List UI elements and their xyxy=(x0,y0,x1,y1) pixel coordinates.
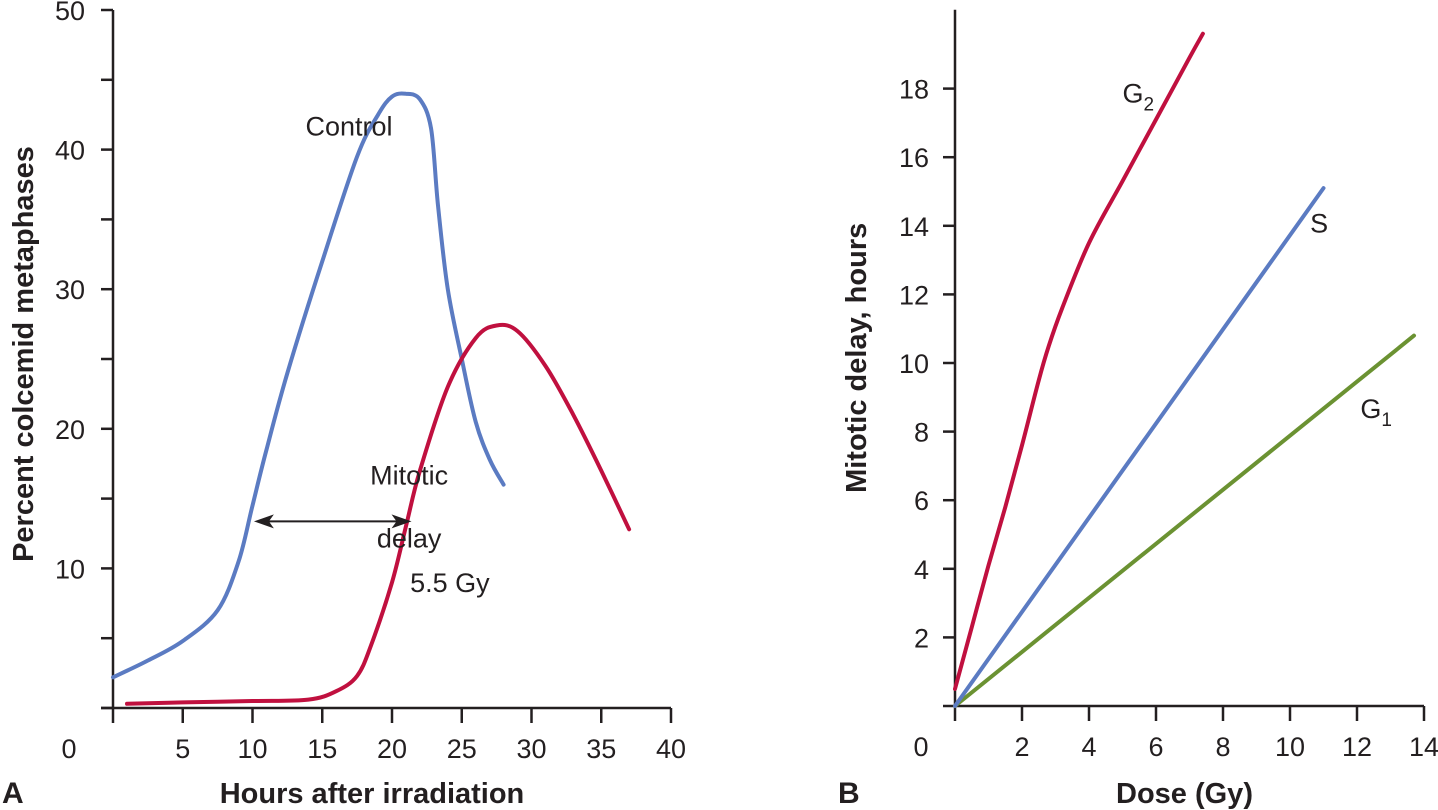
chart-a-annotation: 5.5 Gy xyxy=(410,568,490,598)
chart-b-label-s: S xyxy=(1310,209,1328,239)
chart-a-y-tick-label: 10 xyxy=(55,554,85,584)
chart-b-y-tick-label: 8 xyxy=(914,418,929,448)
chart-a-x-axis-title: Hours after irradiation xyxy=(220,778,525,810)
chart-b-y-tick-label: 2 xyxy=(914,623,929,653)
chart-b-x-tick-label: 14 xyxy=(1409,732,1438,762)
chart-a-y-tick-label: 20 xyxy=(55,415,85,445)
chart-a-x-tick-label: 35 xyxy=(586,734,616,764)
chart-a-x-tick-label: 20 xyxy=(377,734,407,764)
chart-a-y-tick-label: 40 xyxy=(55,136,85,166)
chart-b-y-axis-title: Mitotic delay, hours xyxy=(841,223,873,493)
chart-b: 2 4 6 8 10 12 14 16 18 0 2 4 6 8 10 12 14 G2 S G1 Mitotic… xyxy=(838,9,1438,810)
chart-b-y-tick-label: 14 xyxy=(899,212,929,242)
chart-b-x-axis-title: Dose (Gy) xyxy=(1116,778,1253,810)
chart-a-x-tick-label: 40 xyxy=(656,734,686,764)
chart-b-series-s xyxy=(953,186,1326,708)
chart-a-x-tick-label: 10 xyxy=(237,734,267,764)
chart-b-label-g1: G1 xyxy=(1360,394,1392,431)
chart-b-y-tick-label: 16 xyxy=(899,143,929,173)
chart-a-x-tick-label: 25 xyxy=(447,734,477,764)
chart-b-label-g2: G2 xyxy=(1123,78,1155,115)
panel-letter-b: B xyxy=(838,777,860,810)
chart-a-y-tick-label: 30 xyxy=(55,275,85,305)
chart-a-series-5-5-gy xyxy=(125,322,632,706)
chart-b-x-tick-label: 6 xyxy=(1148,732,1163,762)
chart-a-y-tick-label: 50 xyxy=(55,0,85,26)
chart-b-series-g1 xyxy=(953,333,1416,708)
arrowhead-right-icon xyxy=(391,514,412,529)
chart-b-y-tick-label: 12 xyxy=(899,280,929,310)
panel-letter-a: A xyxy=(2,777,24,810)
chart-b-y-tick-label: 4 xyxy=(914,555,929,585)
chart-a-x-tick-label: 5 xyxy=(175,734,190,764)
chart-b-y-tick-label: 18 xyxy=(899,75,929,105)
chart-a-x-tick-label: 0 xyxy=(61,734,76,764)
chart-a-annotation: delay xyxy=(377,523,442,553)
chart-b-x-tick-label: 4 xyxy=(1081,732,1096,762)
chart-b-x-tick-label: 12 xyxy=(1342,732,1372,762)
arrowhead-left-icon xyxy=(253,514,274,529)
chart-b-x-tick-label: 10 xyxy=(1275,732,1305,762)
chart-a-annotation: Control xyxy=(306,112,393,142)
chart-a-y-axis-title: Percent colcemid metaphases xyxy=(8,146,40,562)
chart-b-x-tick-label: 8 xyxy=(1215,732,1230,762)
chart-a-x-tick-label: 30 xyxy=(516,734,546,764)
chart-a: 10 20 30 40 50 0 5 10 15 20 25 30 35 40 Control Mitot… xyxy=(2,0,686,810)
chart-a-annotation: Mitotic xyxy=(370,461,448,491)
chart-b-y-tick-label: 6 xyxy=(914,486,929,516)
chart-b-series-g2 xyxy=(953,31,1205,691)
chart-b-y-tick-label: 10 xyxy=(899,349,929,379)
chart-a-series-control xyxy=(111,91,506,680)
chart-a-x-tick-label: 15 xyxy=(307,734,337,764)
chart-b-x-tick-label: 0 xyxy=(913,732,928,762)
chart-b-x-tick-label: 2 xyxy=(1014,732,1029,762)
